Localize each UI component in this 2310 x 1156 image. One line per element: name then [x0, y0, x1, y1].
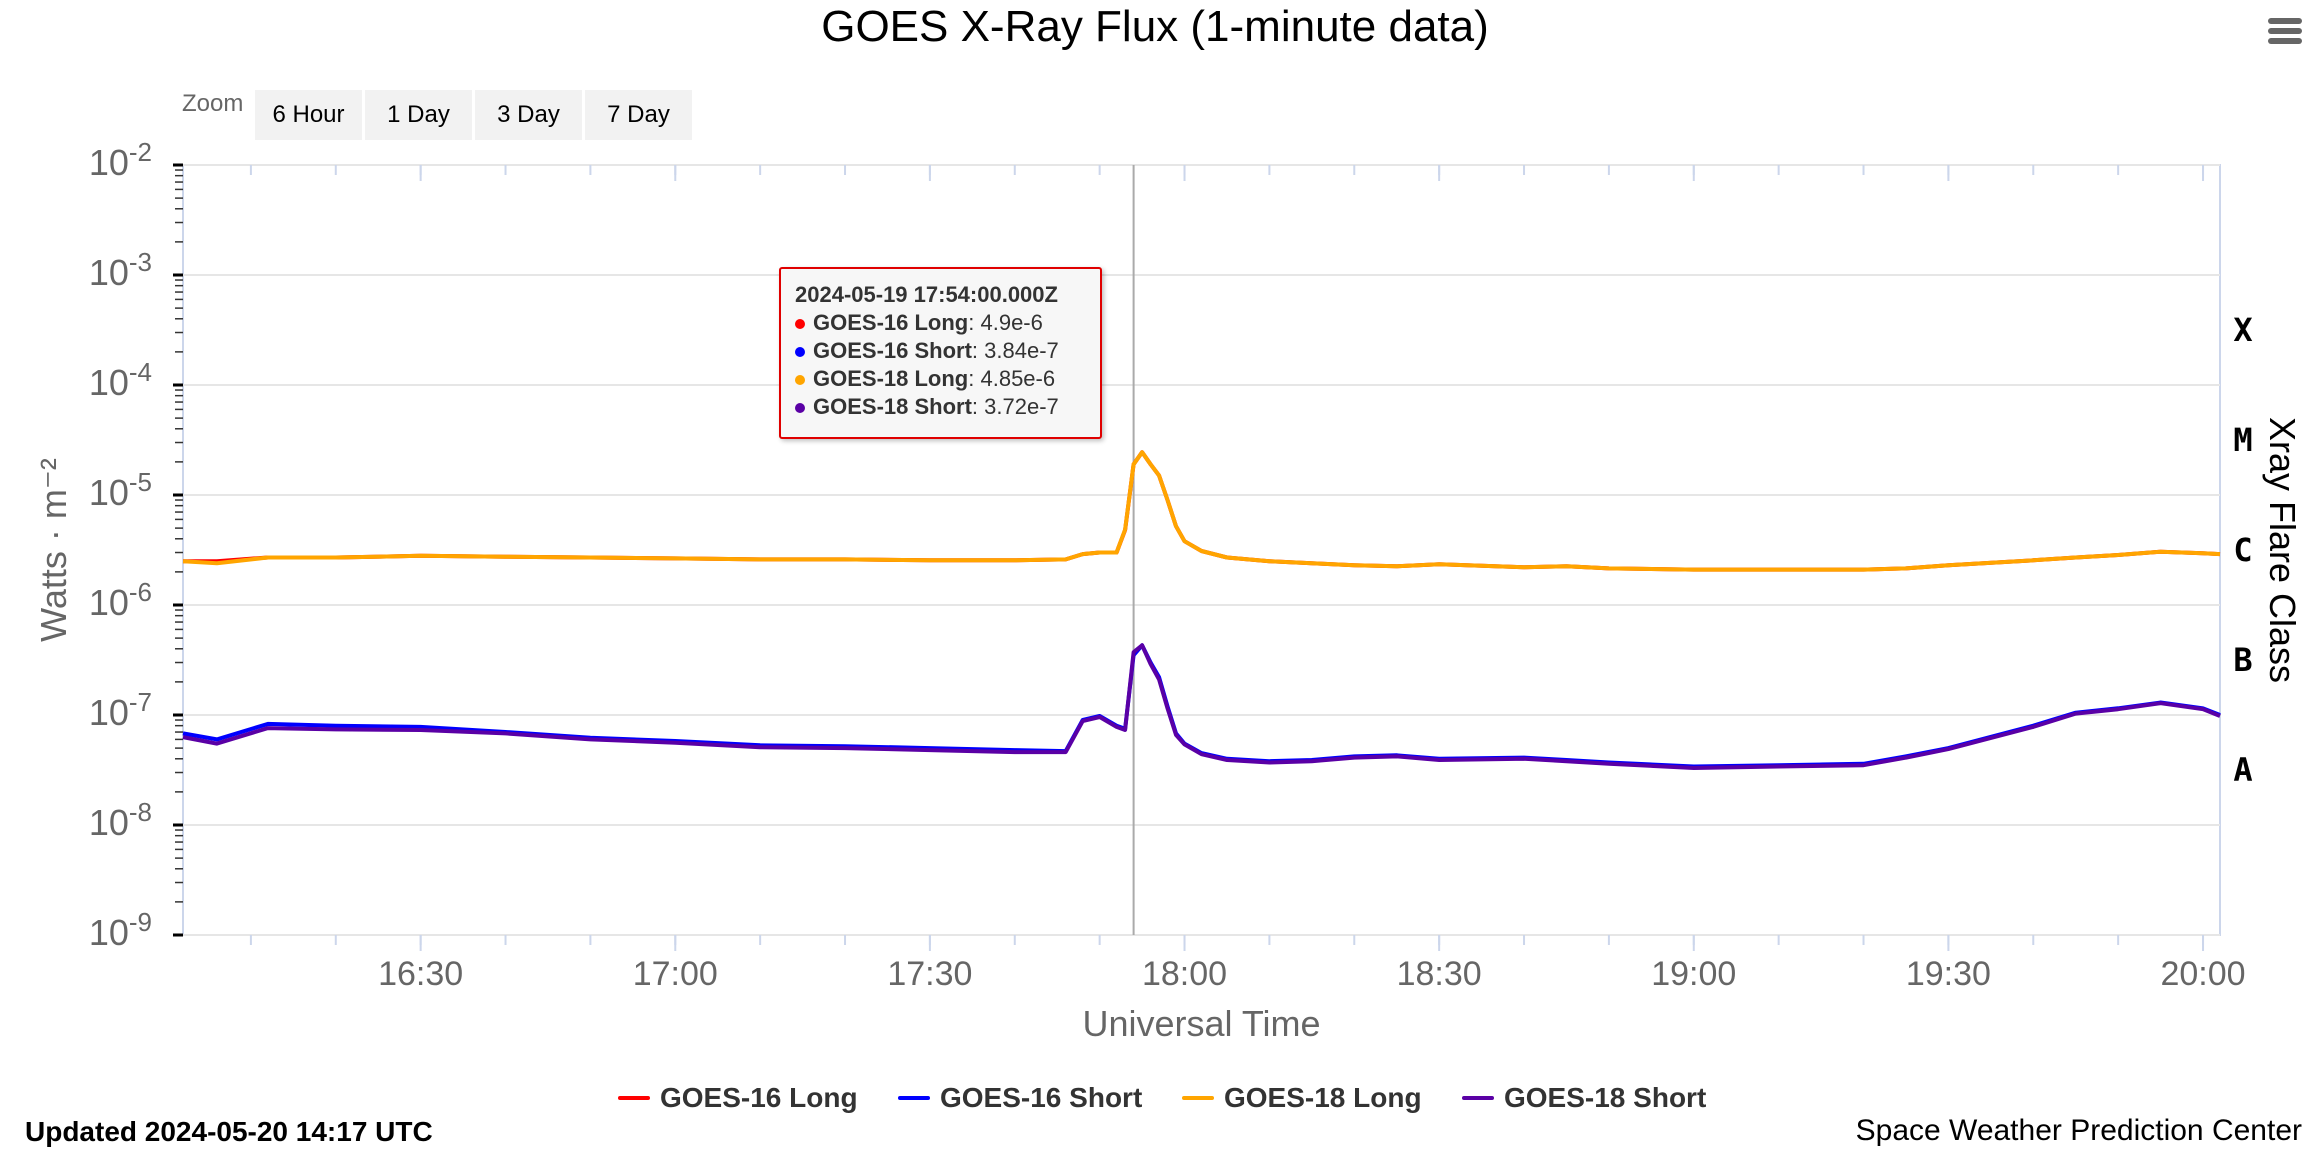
- tooltip-series-name: GOES-16 Long: [813, 310, 969, 335]
- tooltip-row: GOES-18 Short: 3.72e-7: [795, 393, 1086, 421]
- tooltip-series-name: GOES-16 Short: [813, 338, 972, 363]
- legend-item-goes16-long[interactable]: GOES-16 Long: [618, 1080, 858, 1116]
- dot-icon: [795, 319, 805, 330]
- line-swatch-icon: [1462, 1096, 1494, 1100]
- tooltip-series-value: 4.85e-6: [980, 366, 1056, 391]
- y-tick-label: 10-2: [89, 137, 152, 183]
- chart-title: GOES X-Ray Flux (1-minute data): [821, 2, 1489, 51]
- legend-label: GOES-18 Short: [1504, 1082, 1707, 1113]
- dot-icon: [795, 403, 805, 414]
- x-tick-label: 17:00: [633, 955, 718, 993]
- chart-legend: GOES-16 Long GOES-16 Short GOES-18 Long …: [0, 1080, 2310, 1116]
- tooltip-row: GOES-16 Long: 4.9e-6: [795, 309, 1086, 337]
- flare-class-label: B: [2233, 641, 2252, 679]
- legend-label: GOES-18 Long: [1224, 1082, 1422, 1113]
- flare-class-label: A: [2233, 751, 2252, 789]
- line-swatch-icon: [618, 1096, 650, 1100]
- x-tick-label: 18:30: [1397, 955, 1482, 993]
- x-axis-title: Universal Time: [1082, 1003, 1320, 1044]
- flare-class-label: X: [2233, 311, 2252, 349]
- tooltip-row: GOES-18 Long: 4.85e-6: [795, 365, 1086, 393]
- y-tick-label: 10-7: [89, 687, 152, 733]
- zoom-6-hour-button[interactable]: 6 Hour: [255, 90, 362, 140]
- x-tick-label: 18:00: [1142, 955, 1227, 993]
- data-tooltip: 2024-05-19 17:54:00.000Z GOES-16 Long: 4…: [779, 267, 1102, 439]
- tooltip-series-value: 3.84e-7: [984, 338, 1059, 363]
- legend-item-goes18-long[interactable]: GOES-18 Long: [1182, 1080, 1422, 1116]
- y-tick-label: 10-5: [89, 467, 152, 513]
- x-tick-label: 16:30: [378, 955, 463, 993]
- zoom-3-day-button[interactable]: 3 Day: [475, 90, 582, 140]
- y-tick-label: 10-8: [89, 797, 152, 843]
- line-swatch-icon: [1182, 1096, 1214, 1100]
- tooltip-row: GOES-16 Short: 3.84e-7: [795, 337, 1086, 365]
- flare-class-label: M: [2233, 421, 2252, 459]
- tooltip-series-value: 3.72e-7: [984, 394, 1059, 419]
- y-tick-label: 10-4: [89, 357, 152, 403]
- dot-icon: [795, 347, 805, 358]
- tooltip-time: 2024-05-19 17:54:00.000Z: [795, 282, 1058, 307]
- y-axis-title: Watts · m⁻²: [33, 458, 74, 642]
- y-tick-label: 10-3: [89, 247, 152, 293]
- series-line-goes-18-long: [182, 450, 2221, 572]
- x-tick-label: 20:00: [2160, 955, 2245, 993]
- dot-icon: [795, 375, 805, 386]
- y2-axis-title: Xray Flare Class: [2262, 417, 2303, 683]
- flare-class-label: C: [2233, 531, 2252, 569]
- x-tick-label: 19:30: [1906, 955, 1991, 993]
- legend-item-goes18-short[interactable]: GOES-18 Short: [1462, 1080, 1706, 1116]
- credit-text: Space Weather Prediction Center: [1855, 1114, 2302, 1147]
- legend-label: GOES-16 Short: [940, 1082, 1143, 1113]
- tooltip-series-name: GOES-18 Short: [813, 394, 972, 419]
- y-tick-label: 10-6: [89, 577, 152, 623]
- zoom-1-day-button[interactable]: 1 Day: [365, 90, 472, 140]
- y-tick-label: 10-9: [89, 907, 152, 953]
- line-swatch-icon: [898, 1096, 930, 1100]
- menu-icon[interactable]: [2260, 14, 2310, 54]
- series-line-goes-18-short: [182, 643, 2221, 770]
- x-tick-label: 17:30: [887, 955, 972, 993]
- zoom-label: Zoom: [182, 90, 244, 117]
- tooltip-series-name: GOES-18 Long: [813, 366, 969, 391]
- updated-timestamp: Updated 2024-05-20 14:17 UTC: [25, 1116, 433, 1147]
- zoom-7-day-button[interactable]: 7 Day: [585, 90, 692, 140]
- tooltip-series-value: 4.9e-6: [980, 310, 1043, 335]
- legend-label: GOES-16 Long: [660, 1082, 858, 1113]
- x-tick-label: 19:00: [1651, 955, 1736, 993]
- legend-item-goes16-short[interactable]: GOES-16 Short: [898, 1080, 1142, 1116]
